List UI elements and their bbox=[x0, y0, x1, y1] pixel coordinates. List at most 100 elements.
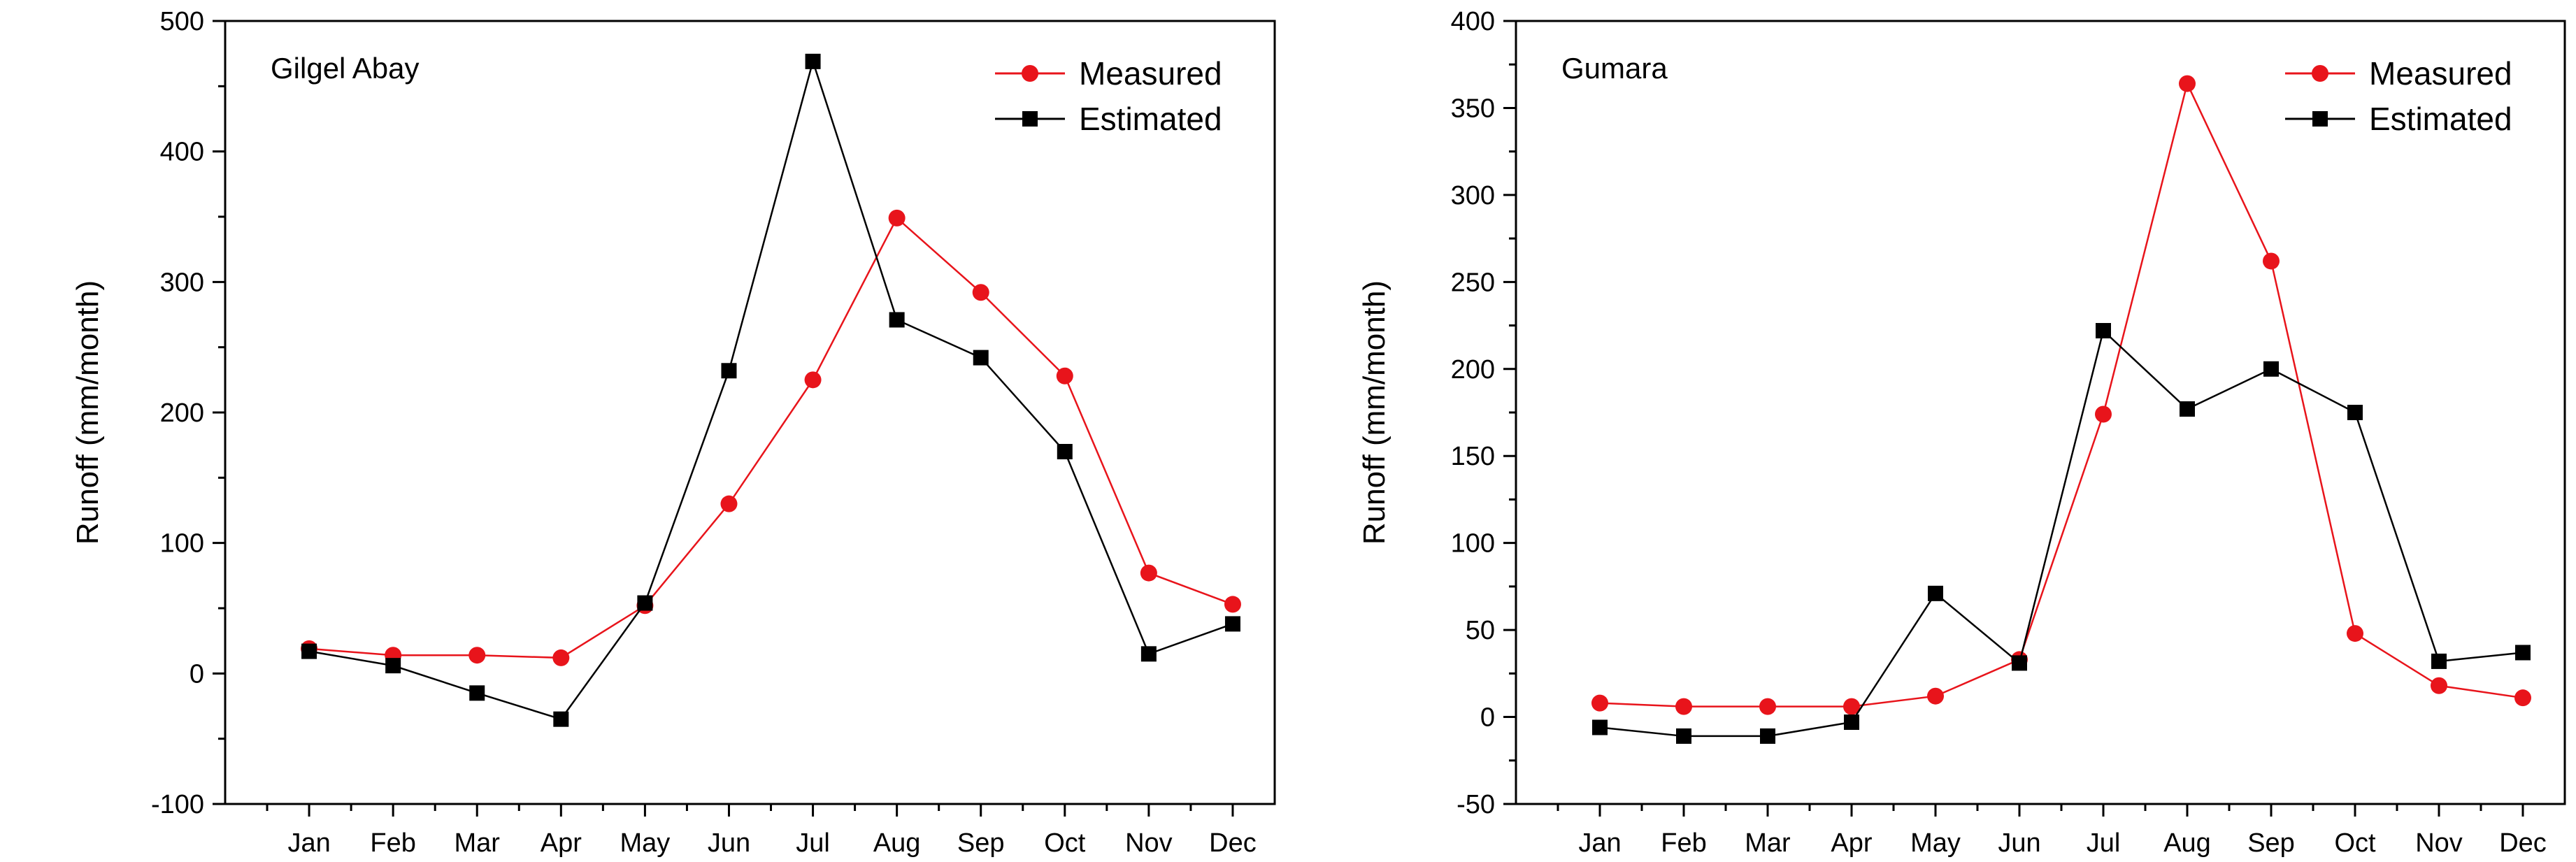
chart-panel-2: -50 0 50 100 150 200 250 300 350 400 Jan Feb Mar Apr M… bbox=[1357, 7, 2566, 858]
legend-label-estimated: Estimated bbox=[2369, 101, 2512, 137]
data-point-estimated bbox=[2012, 655, 2027, 671]
x-tick-label: Mar bbox=[1745, 828, 1791, 858]
x-tick-label: Jun bbox=[708, 828, 750, 858]
data-point-estimated bbox=[1140, 646, 1157, 662]
x-tick-label: Dec bbox=[2499, 828, 2547, 858]
data-point-estimated bbox=[721, 363, 737, 379]
x-tick-label: May bbox=[1910, 828, 1961, 858]
series-line-estimated bbox=[1599, 329, 2524, 738]
data-point-measured bbox=[1675, 698, 1692, 715]
y-tick-label: -100 bbox=[151, 790, 204, 819]
data-point-measured bbox=[1140, 564, 1157, 582]
x-tick-label: Aug bbox=[873, 828, 921, 858]
y-tick-label: 150 bbox=[1451, 442, 1495, 471]
legend-marker-estimated bbox=[2312, 111, 2328, 127]
data-point-estimated bbox=[889, 312, 905, 328]
y-tick-label: 0 bbox=[189, 659, 204, 689]
data-point-estimated bbox=[805, 53, 821, 69]
data-point-estimated bbox=[553, 711, 569, 727]
legend-marker-measured bbox=[2312, 65, 2328, 82]
data-point-measured bbox=[972, 284, 989, 301]
chart-panel-1: -100 0 100 200 300 400 500 Jan Feb Mar Apr May Jun Ju… bbox=[71, 7, 1276, 858]
legend-label-estimated: Estimated bbox=[1079, 101, 1222, 137]
x-tick-label: Apr bbox=[1831, 828, 1872, 858]
data-point-measured bbox=[468, 647, 486, 664]
x-tick-label: May bbox=[620, 828, 671, 858]
data-point-estimated bbox=[1057, 444, 1073, 459]
data-point-measured bbox=[2263, 252, 2280, 270]
x-tick-label: Aug bbox=[2163, 828, 2211, 858]
y-axis-title: Runoff (mm/month) bbox=[71, 280, 105, 545]
data-point-estimated bbox=[2431, 653, 2447, 669]
data-point-estimated bbox=[2347, 405, 2363, 420]
panel-title: Gilgel Abay bbox=[271, 52, 419, 85]
x-tick-label: Jan bbox=[287, 828, 330, 858]
legend-marker-measured bbox=[1022, 65, 1038, 82]
series-line-measured bbox=[1599, 80, 2524, 707]
data-point-measured bbox=[552, 649, 570, 666]
data-point-estimated bbox=[1676, 728, 1691, 744]
data-point-estimated bbox=[1224, 616, 1240, 632]
x-tick-label: Mar bbox=[455, 828, 501, 858]
data-point-measured bbox=[2431, 677, 2447, 694]
data-point-estimated bbox=[973, 350, 989, 366]
data-point-estimated bbox=[1844, 714, 1859, 731]
data-point-estimated bbox=[1760, 728, 1775, 744]
data-point-measured bbox=[1056, 367, 1073, 385]
x-tick-label: Jun bbox=[1998, 828, 2040, 858]
y-tick-label: 0 bbox=[1480, 703, 1495, 733]
x-tick-label: Jul bbox=[796, 828, 830, 858]
x-tick-label: Nov bbox=[2415, 828, 2463, 858]
y-tick-label: 200 bbox=[160, 398, 204, 428]
y-tick-label: 250 bbox=[1451, 268, 1495, 297]
x-tick-label: Oct bbox=[1044, 828, 1086, 858]
data-point-measured bbox=[804, 371, 822, 389]
x-tick-label: Feb bbox=[370, 828, 415, 858]
data-point-measured bbox=[1843, 698, 1860, 715]
y-axis-title: Runoff (mm/month) bbox=[1357, 280, 1391, 545]
y-tick-label: 500 bbox=[160, 7, 204, 36]
x-tick-label: Nov bbox=[1125, 828, 1173, 858]
data-point-measured bbox=[1927, 687, 1944, 705]
plot-frame bbox=[1515, 20, 2566, 805]
legend-label-measured: Measured bbox=[2369, 55, 2512, 92]
series-line-measured bbox=[308, 216, 1233, 659]
y-tick-label: 400 bbox=[160, 138, 204, 167]
y-tick-label: 100 bbox=[160, 529, 204, 559]
x-tick-label: Jan bbox=[1578, 828, 1621, 858]
data-point-estimated bbox=[2096, 323, 2111, 339]
data-point-measured bbox=[1591, 694, 1608, 712]
y-tick-label: -50 bbox=[1457, 790, 1495, 819]
data-point-estimated bbox=[2263, 361, 2279, 377]
data-point-measured bbox=[1759, 698, 1776, 715]
x-tick-label: Jul bbox=[2087, 828, 2121, 858]
y-tick-label: 50 bbox=[1466, 616, 1495, 645]
y-tick-label: 300 bbox=[1451, 181, 1495, 210]
x-tick-label: Sep bbox=[957, 828, 1005, 858]
y-tick-label: 350 bbox=[1451, 94, 1495, 123]
data-point-estimated bbox=[637, 595, 653, 611]
data-point-measured bbox=[720, 495, 738, 512]
y-tick-label: 400 bbox=[1451, 7, 1495, 36]
data-point-measured bbox=[1224, 596, 1241, 613]
data-point-measured bbox=[2347, 625, 2363, 642]
legend-label-measured: Measured bbox=[1079, 55, 1222, 92]
data-point-estimated bbox=[1592, 719, 1608, 735]
data-point-measured bbox=[2095, 405, 2112, 423]
x-tick-label: Oct bbox=[2334, 828, 2376, 858]
data-point-estimated bbox=[301, 643, 317, 659]
legend-marker-estimated bbox=[1022, 111, 1038, 127]
data-point-estimated bbox=[2515, 645, 2531, 661]
data-point-estimated bbox=[2180, 401, 2195, 417]
series-line-estimated bbox=[308, 58, 1233, 721]
data-point-measured bbox=[888, 209, 906, 227]
panel-title: Gumara bbox=[1561, 52, 1668, 85]
y-tick-label: 100 bbox=[1451, 529, 1495, 559]
data-point-estimated bbox=[469, 685, 485, 701]
data-point-estimated bbox=[1928, 585, 1943, 601]
x-tick-label: Dec bbox=[1209, 828, 1257, 858]
plot-frame bbox=[224, 20, 1276, 805]
y-tick-label: 200 bbox=[1451, 355, 1495, 385]
data-point-measured bbox=[2514, 689, 2531, 707]
